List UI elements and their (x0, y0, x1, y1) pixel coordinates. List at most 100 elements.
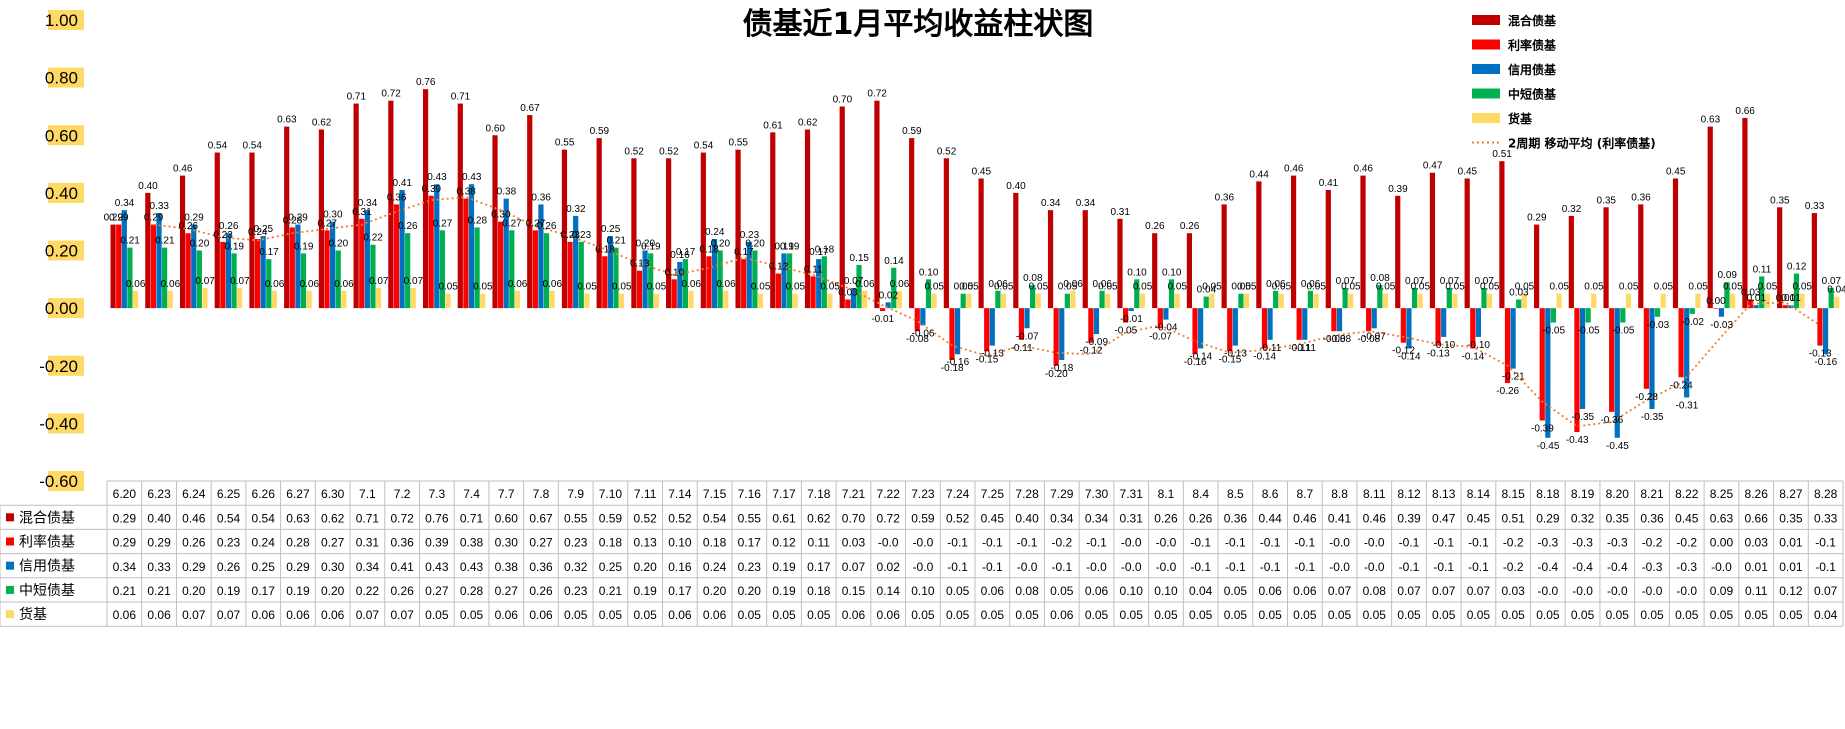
table-cell: 0.19 (772, 560, 796, 574)
bar (1371, 308, 1377, 329)
bar (642, 250, 648, 309)
bar (584, 293, 590, 309)
table-cell: 0.05 (911, 608, 935, 622)
table-cell: 0.05 (1363, 608, 1387, 622)
data-label: 0.31 (352, 207, 372, 218)
data-label: 0.06 (508, 279, 528, 290)
data-label: 0.26 (1145, 221, 1165, 232)
table-cell: 0.33 (1814, 511, 1838, 525)
data-label: -0.35 (1571, 412, 1594, 423)
data-label: 0.54 (242, 141, 262, 152)
table-header-cell: 7.29 (1050, 487, 1074, 501)
table-cell: 0.41 (390, 560, 414, 574)
table-header-cell: 8.28 (1814, 487, 1838, 501)
table-cell: 0.05 (1224, 608, 1248, 622)
data-label: 0.76 (416, 77, 436, 88)
bar (1486, 293, 1493, 309)
table-header-cell: 7.18 (807, 487, 831, 501)
table-cell: -0.1 (1468, 560, 1489, 574)
table-header-cell: 6.26 (252, 487, 276, 501)
y-tick-bg (48, 355, 84, 376)
legend-label: 利率债基 (1508, 38, 1557, 53)
bar (1336, 308, 1343, 332)
bar (393, 204, 400, 309)
data-label: 0.72 (381, 89, 401, 100)
data-label: 0.51 (1492, 149, 1512, 160)
data-label: 0.70 (833, 94, 853, 105)
table-cell: 0.66 (1745, 511, 1769, 525)
data-label: 0.45 (1458, 166, 1478, 177)
table-cell: 0.25 (252, 560, 276, 574)
bar (1013, 192, 1019, 309)
table-cell: 0.35 (1606, 511, 1630, 525)
table-cell: 0.14 (877, 584, 901, 598)
bar (527, 115, 533, 309)
data-label: -0.12 (1392, 346, 1415, 357)
data-label: 0.06 (1301, 279, 1321, 290)
table-cell: -0.1 (1433, 560, 1454, 574)
table-cell: 0.21 (599, 584, 623, 598)
table-header-cell: 8.26 (1745, 487, 1769, 501)
table-cell: 0.19 (286, 584, 310, 598)
table-header-cell: 7.8 (533, 487, 550, 501)
data-label: 0.54 (208, 141, 228, 152)
y-tick-label: 0.40 (45, 184, 78, 203)
table-cell: 0.26 (529, 584, 553, 598)
data-label: 0.06 (988, 279, 1008, 290)
table-cell: 0.36 (390, 536, 414, 550)
table-header-cell: 7.11 (634, 487, 657, 501)
data-label: 0.34 (115, 198, 135, 209)
table-cell: 0.05 (807, 608, 831, 622)
data-label: -0.11 (1259, 343, 1281, 354)
data-label: 0.05 (647, 282, 667, 293)
data-label: -0.11 (1294, 343, 1316, 354)
table-cell: 0.33 (147, 560, 171, 574)
bar (1093, 308, 1100, 335)
data-label: 0.71 (347, 92, 367, 103)
data-label: 0.32 (566, 204, 586, 215)
table-header-cell: 8.5 (1227, 487, 1244, 501)
bar (682, 259, 689, 309)
table-cell: 0.05 (1015, 608, 1039, 622)
data-label: 0.07 (844, 276, 864, 287)
bar (862, 290, 868, 309)
data-label: 0.03 (838, 287, 858, 298)
table-header-cell: 7.14 (668, 487, 692, 501)
table-header-cell: 8.6 (1262, 487, 1279, 501)
table-cell: 0.31 (1120, 511, 1144, 525)
bar (1777, 207, 1783, 309)
bar (132, 290, 139, 309)
table-cell: -0.0 (1121, 560, 1142, 574)
bar (752, 250, 758, 309)
data-label: 0.02 (879, 290, 899, 301)
table-cell: 0.05 (1606, 608, 1630, 622)
data-label: 0.06 (265, 279, 285, 290)
data-label: 0.06 (126, 279, 146, 290)
table-cell: 0.05 (981, 608, 1005, 622)
bar (1099, 290, 1105, 309)
data-label: -0.11 (1011, 343, 1033, 354)
table-cell: 0.54 (217, 511, 241, 525)
bar (196, 250, 202, 309)
bar (1689, 308, 1695, 314)
table-cell: 0.28 (286, 536, 310, 550)
data-label: 0.06 (890, 279, 910, 290)
bar (1793, 273, 1800, 309)
table-cell: -0.1 (1468, 536, 1489, 550)
table-header-cell: 6.23 (147, 487, 171, 501)
data-label: -0.07 (1149, 331, 1172, 342)
table-header-cell: 7.2 (394, 487, 411, 501)
bar (434, 184, 440, 309)
y-tick-label: 0.00 (45, 299, 78, 318)
table-cell: 0.05 (1467, 608, 1491, 622)
bar (1603, 207, 1609, 309)
data-label: 0.27 (433, 218, 453, 229)
bar (561, 149, 568, 309)
bar (1643, 308, 1649, 389)
table-cell: 0.19 (633, 584, 657, 598)
data-label: -0.45 (1606, 441, 1629, 452)
bar (700, 152, 706, 309)
bar (711, 238, 718, 309)
data-label: 0.05 (1231, 282, 1251, 293)
bar (116, 224, 122, 309)
